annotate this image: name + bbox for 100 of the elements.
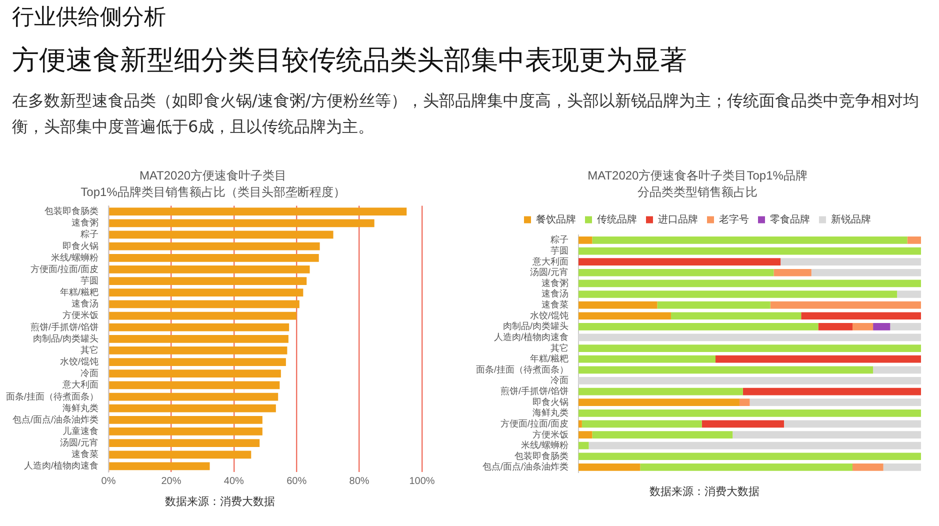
bar	[873, 366, 921, 374]
source-note: 数据来源：消费大数据	[648, 484, 760, 499]
bar	[109, 323, 290, 332]
x-tick-label: 0%	[101, 476, 116, 487]
x-tick-label: 40%	[224, 476, 244, 487]
legend-label: 进口品牌	[658, 214, 698, 226]
bar	[592, 236, 908, 244]
y-tick-label: 速食汤	[72, 298, 98, 309]
bar	[578, 366, 874, 374]
bar	[109, 300, 300, 308]
bar	[883, 464, 921, 471]
y-tick-label: 方便米饭	[62, 310, 98, 320]
y-tick-label: 方便米饭	[532, 429, 568, 440]
chart-subtitle: 分品类类型销售额占比	[638, 184, 758, 199]
y-tick-label: 水饺/馄饨	[60, 356, 98, 367]
y-tick-label: 海鲜丸类	[532, 408, 568, 418]
bar	[109, 334, 288, 343]
y-tick-label: 速食汤	[542, 288, 568, 299]
y-tick-label: 米线/螺蛳粉	[50, 252, 98, 262]
y-tick-label: 速食粥	[542, 278, 568, 288]
bar	[109, 312, 297, 320]
bar	[750, 398, 921, 406]
bar	[897, 290, 921, 298]
legend-label: 零食品牌	[770, 214, 810, 226]
bar	[578, 280, 921, 288]
bar	[592, 431, 733, 438]
y-tick-label: 即食火锅	[532, 396, 568, 407]
y-tick-label: 粽子	[80, 229, 98, 240]
bar	[578, 452, 921, 460]
bar	[702, 420, 784, 428]
x-tick-label: 80%	[349, 476, 370, 487]
y-tick-label: 煎饼/手抓饼/馅饼	[30, 322, 98, 332]
bar	[109, 462, 210, 470]
bar	[873, 323, 890, 330]
bar	[109, 288, 304, 297]
bar	[578, 409, 921, 417]
bar	[907, 236, 921, 244]
x-tick-label: 100%	[409, 476, 435, 487]
bar	[818, 323, 852, 330]
y-tick-label: 其它	[80, 344, 98, 355]
bar	[578, 355, 716, 363]
chart-title: MAT2020方便速食各叶子类目Top1%品牌	[588, 168, 808, 183]
bar	[739, 398, 750, 406]
chart-subtitle: Top1%品牌类目销售额占比（类目头部垄断程度）	[80, 184, 346, 199]
bar	[852, 464, 884, 471]
bar	[578, 312, 671, 320]
bar	[109, 277, 307, 285]
y-tick-label: 面条/挂面（待煮面条）	[476, 364, 568, 374]
bar	[588, 442, 921, 450]
y-tick-label: 人造肉/植物肉速食	[24, 460, 98, 471]
text: 方便速食新型细分类目较传统品类头部集中表现更为显著	[12, 44, 687, 78]
bar	[578, 431, 592, 438]
bar	[109, 219, 374, 228]
bar	[109, 428, 262, 436]
y-tick-label: 米线/螺蛳粉	[520, 440, 568, 450]
y-tick-label: 包点/面点/油条油炸类	[482, 462, 568, 472]
bar	[811, 268, 921, 276]
bar	[578, 236, 592, 244]
bar	[578, 377, 921, 384]
y-tick-label: 速食菜	[72, 449, 98, 460]
bar	[109, 358, 286, 366]
bar	[109, 230, 334, 239]
bar	[109, 439, 260, 447]
bar	[670, 312, 802, 320]
y-tick-label: 儿童速食	[62, 426, 98, 436]
bar	[578, 334, 921, 342]
y-tick-label: 芋圆	[80, 276, 98, 286]
legend-label: 老字号	[719, 214, 749, 226]
y-tick-label: 年糕/糍粑	[530, 354, 568, 364]
y-tick-label: 意大利面	[62, 380, 98, 390]
y-tick-label: 包装即食肠类	[44, 206, 98, 216]
bar	[770, 301, 921, 309]
bar	[852, 323, 874, 330]
y-tick-label: 方便面/拉面/面皮	[500, 418, 568, 428]
y-tick-label: 面条/挂面（待煮面条）	[6, 391, 98, 402]
y-tick-label: 速食粥	[72, 218, 98, 228]
bar	[780, 258, 921, 266]
y-tick-label: 煎饼/手抓饼/馅饼	[500, 386, 568, 396]
y-tick-label: 海鲜丸类	[62, 402, 98, 413]
bar	[784, 420, 921, 428]
y-tick-label: 肉制品/肉类罐头	[502, 321, 568, 332]
y-tick-label: 方便面/拉面/面皮	[30, 264, 98, 274]
bar	[109, 404, 276, 412]
bar	[578, 442, 589, 450]
bar	[578, 344, 921, 352]
bar	[109, 381, 280, 390]
legend-label: 新锐品牌	[831, 214, 871, 226]
y-tick-label: 包点/面点/油条油炸类	[12, 414, 98, 424]
bar	[578, 258, 781, 266]
y-tick-label: 芋圆	[550, 246, 568, 256]
bar	[578, 464, 640, 471]
chart-title: MAT2020方便速食叶子类目	[139, 168, 287, 183]
bar	[109, 346, 288, 354]
bar	[890, 323, 921, 330]
bar	[657, 301, 770, 309]
y-tick-label: 意大利面	[532, 256, 568, 266]
bar	[109, 208, 407, 216]
bar	[801, 312, 921, 320]
bar	[716, 355, 921, 363]
y-tick-label: 汤圆/元宵	[530, 267, 568, 278]
